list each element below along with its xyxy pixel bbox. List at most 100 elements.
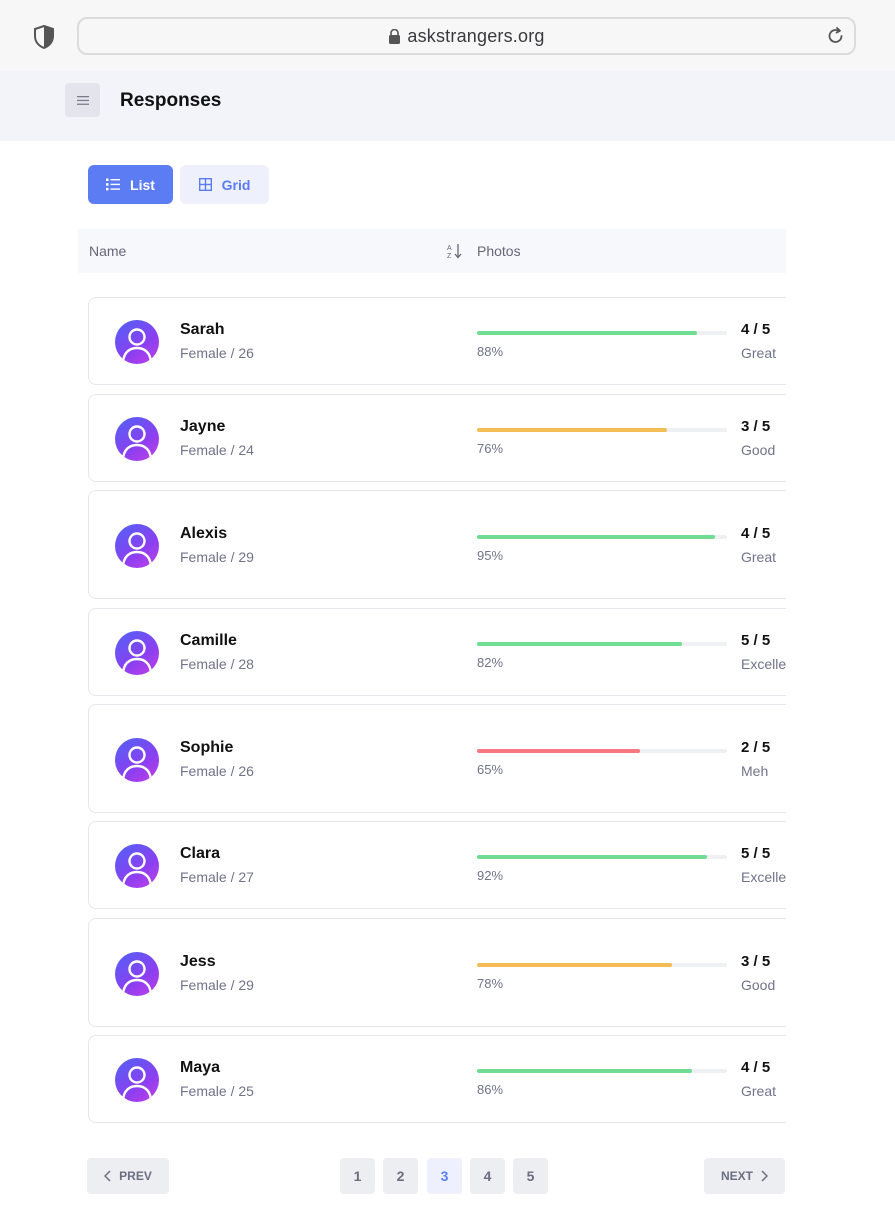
grid-view-label: Grid bbox=[221, 176, 251, 193]
respondent-meta: Female / 29 bbox=[180, 549, 254, 565]
app-header: Responses bbox=[0, 71, 895, 141]
respondent-meta: Female / 29 bbox=[180, 977, 254, 993]
page-5-button[interactable]: 5 bbox=[513, 1158, 548, 1194]
photos-rating: Great bbox=[741, 345, 777, 361]
grid-icon bbox=[198, 178, 212, 191]
photos-progress-fill bbox=[477, 535, 715, 539]
photos-rating: Good bbox=[741, 977, 776, 993]
photos-percent: 95% bbox=[477, 548, 504, 563]
avatar-icon bbox=[115, 524, 159, 568]
photos-progress-fill bbox=[477, 331, 697, 335]
page-1-button[interactable]: 1 bbox=[340, 1158, 375, 1194]
photos-rating: Good bbox=[741, 442, 776, 458]
browser-toolbar: askstrangers.org bbox=[0, 0, 895, 71]
photos-score: 2 / 5 bbox=[741, 739, 771, 756]
menu-button[interactable] bbox=[65, 83, 100, 117]
photos-percent: 65% bbox=[477, 762, 504, 777]
photos-progress-fill bbox=[477, 855, 707, 859]
photos-score: 3 / 5 bbox=[741, 418, 771, 435]
photos-rating: Great bbox=[741, 1083, 777, 1099]
photos-progress-track bbox=[477, 428, 727, 432]
avatar-icon bbox=[115, 320, 159, 364]
page-title: Responses bbox=[120, 90, 222, 111]
photos-score: 4 / 5 bbox=[741, 525, 771, 542]
response-list: Sarah Female / 26 88% 4 / 5 Great Jayne Female… bbox=[88, 297, 786, 1123]
list-view-label: List bbox=[130, 176, 155, 193]
lock-icon bbox=[389, 28, 401, 44]
photos-score: 4 / 5 bbox=[741, 1059, 771, 1076]
list-item[interactable]: Camille Female / 28 82% 5 / 5 Excellent bbox=[88, 608, 786, 696]
respondent-meta: Female / 24 bbox=[180, 442, 254, 458]
photos-score: 4 / 5 bbox=[741, 321, 771, 338]
list-item[interactable]: Jess Female / 29 78% 3 / 5 Good bbox=[88, 918, 786, 1027]
photos-progress-track bbox=[477, 855, 727, 859]
respondent-name: Camille bbox=[180, 632, 237, 649]
respondent-meta: Female / 28 bbox=[180, 656, 254, 672]
photos-progress-track bbox=[477, 963, 727, 967]
list-view-button[interactable]: List bbox=[88, 165, 173, 204]
respondent-meta: Female / 25 bbox=[180, 1083, 254, 1099]
list-item[interactable]: Alexis Female / 29 95% 4 / 5 Great bbox=[88, 490, 786, 599]
photos-rating: Excellent bbox=[741, 869, 786, 885]
photos-percent: 88% bbox=[477, 344, 504, 359]
photos-progress-track bbox=[477, 331, 727, 335]
photos-progress-track bbox=[477, 642, 727, 646]
photos-score: 3 / 5 bbox=[741, 953, 771, 970]
respondent-name: Jayne bbox=[180, 418, 226, 435]
page-3-button[interactable]: 3 bbox=[427, 1158, 462, 1194]
list-icon bbox=[106, 178, 121, 191]
list-item[interactable]: Jayne Female / 24 76% 3 / 5 Good bbox=[88, 394, 786, 482]
photos-rating: Excellent bbox=[741, 656, 786, 672]
prev-page-label: PREV bbox=[119, 1169, 152, 1183]
svg-text:Z: Z bbox=[447, 253, 452, 259]
chevron-left-icon bbox=[104, 1170, 111, 1182]
url-text: askstrangers.org bbox=[407, 25, 545, 46]
column-header-name[interactable]: Name bbox=[89, 243, 127, 259]
photos-progress-fill bbox=[477, 1069, 692, 1073]
avatar-icon bbox=[115, 844, 159, 888]
photos-percent: 82% bbox=[477, 655, 504, 670]
respondent-name: Clara bbox=[180, 845, 221, 862]
avatar-icon bbox=[115, 417, 159, 461]
shield-icon[interactable] bbox=[34, 25, 54, 49]
reload-icon[interactable] bbox=[826, 26, 846, 46]
list-item[interactable]: Clara Female / 27 92% 5 / 5 Excellent bbox=[88, 821, 786, 909]
photos-percent: 78% bbox=[477, 976, 504, 991]
avatar-icon bbox=[115, 1058, 159, 1102]
photos-progress-fill bbox=[477, 428, 667, 432]
respondent-name: Maya bbox=[180, 1059, 221, 1076]
list-item[interactable]: Sarah Female / 26 88% 4 / 5 Great bbox=[88, 297, 786, 385]
photos-percent: 86% bbox=[477, 1082, 504, 1097]
photos-progress-fill bbox=[477, 749, 640, 753]
list-item[interactable]: Maya Female / 25 86% 4 / 5 Great bbox=[88, 1035, 786, 1123]
respondent-name: Sophie bbox=[180, 739, 234, 756]
grid-view-button[interactable]: Grid bbox=[180, 165, 269, 204]
avatar-icon bbox=[115, 952, 159, 996]
menu-icon bbox=[76, 95, 89, 105]
page-2-button[interactable]: 2 bbox=[383, 1158, 418, 1194]
photos-percent: 92% bbox=[477, 868, 504, 883]
list-item[interactable]: Sophie Female / 26 65% 2 / 5 Meh bbox=[88, 704, 786, 813]
sort-icon[interactable]: A Z bbox=[447, 243, 463, 259]
photos-progress-track bbox=[477, 749, 727, 753]
respondent-meta: Female / 26 bbox=[180, 763, 254, 779]
respondent-name: Jess bbox=[180, 953, 216, 970]
page-4-button[interactable]: 4 bbox=[470, 1158, 505, 1194]
respondent-name: Alexis bbox=[180, 525, 228, 542]
column-header-photos[interactable]: Photos bbox=[477, 243, 521, 259]
prev-page-button[interactable]: PREV bbox=[87, 1158, 169, 1194]
table-header: Name A Z Photos bbox=[78, 229, 786, 273]
respondent-meta: Female / 27 bbox=[180, 869, 254, 885]
photos-progress-fill bbox=[477, 963, 672, 967]
next-page-button[interactable]: NEXT bbox=[704, 1158, 785, 1194]
photos-progress-track bbox=[477, 535, 727, 539]
photos-score: 5 / 5 bbox=[741, 845, 771, 862]
photos-progress-fill bbox=[477, 642, 682, 646]
photos-rating: Meh bbox=[741, 763, 769, 779]
photos-progress-track bbox=[477, 1069, 727, 1073]
respondent-meta: Female / 26 bbox=[180, 345, 254, 361]
photos-score: 5 / 5 bbox=[741, 632, 771, 649]
address-bar[interactable]: askstrangers.org bbox=[77, 17, 856, 55]
chevron-right-icon bbox=[761, 1170, 768, 1182]
svg-text:A: A bbox=[447, 245, 452, 252]
